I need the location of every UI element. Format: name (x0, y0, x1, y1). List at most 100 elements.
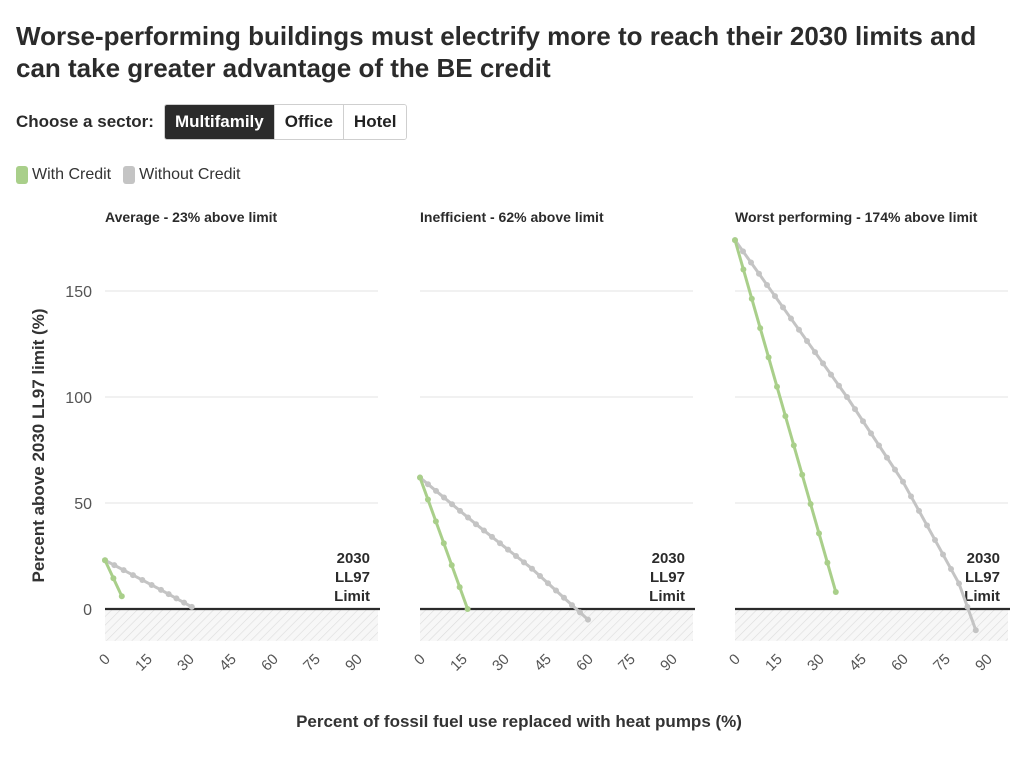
data-point-without-credit (804, 337, 810, 344)
limit-label-line: LL97 (335, 569, 370, 586)
data-point-without-credit (497, 540, 503, 547)
data-point-with-credit (757, 325, 764, 332)
limit-label-line: 2030 (337, 550, 370, 567)
data-point-without-credit (812, 349, 818, 356)
data-point-without-credit (181, 599, 188, 606)
legend-swatch-with-credit (16, 166, 28, 184)
x-tick-label: 30 (804, 651, 828, 675)
x-tick-label: 45 (846, 651, 870, 675)
chart-legend: With Credit Without Credit (16, 166, 253, 184)
data-point-without-credit (148, 581, 155, 588)
x-tick-label: 15 (132, 651, 156, 675)
x-tick-label: 75 (930, 651, 954, 675)
data-point-without-credit (876, 442, 882, 449)
data-point-without-credit (529, 565, 535, 572)
data-point-without-credit (796, 326, 802, 333)
data-point-without-credit (780, 304, 786, 311)
data-point-without-credit (884, 454, 890, 461)
data-point-without-credit (481, 527, 487, 534)
data-point-without-credit (561, 594, 567, 601)
x-tick-label: 60 (573, 651, 597, 675)
x-tick-label: 0 (96, 651, 114, 669)
data-point-without-credit (932, 536, 938, 543)
data-point-without-credit (577, 609, 583, 616)
data-point-without-credit (756, 270, 762, 277)
x-tick-label: 75 (300, 651, 324, 675)
limit-label-line: LL97 (965, 569, 1000, 586)
data-point-without-credit (473, 521, 479, 528)
legend-label-with-credit: With Credit (32, 166, 112, 183)
limit-label-line: Limit (964, 588, 1000, 605)
limit-label-line: 2030 (967, 550, 1000, 567)
x-axis-label: Percent of fossil fuel use replaced with… (296, 712, 742, 731)
x-tick-label: 30 (174, 651, 198, 675)
legend-item-without-credit[interactable]: Without Credit (123, 166, 241, 184)
legend-label-without-credit: Without Credit (139, 166, 241, 183)
data-point-without-credit (892, 466, 898, 473)
data-point-with-credit (732, 237, 738, 244)
data-point-without-credit (868, 430, 874, 437)
x-tick-label: 15 (762, 651, 786, 675)
y-axis-label: Percent above 2030 LL97 limit (%) (29, 309, 48, 583)
below-limit-region (735, 609, 1008, 641)
data-point-with-credit (832, 589, 839, 596)
legend-swatch-without-credit (123, 166, 136, 184)
panel-3: Worst performing - 174% above limit 2030 L… (726, 209, 1010, 675)
data-point-without-credit (457, 507, 463, 514)
x-tick-label: 90 (342, 651, 366, 675)
x-tick-label: 75 (615, 651, 639, 675)
data-point-without-credit (916, 507, 922, 514)
data-point-without-credit (173, 595, 180, 602)
data-point-with-credit (799, 471, 806, 478)
data-point-without-credit (948, 566, 954, 573)
data-point-with-credit (448, 562, 455, 569)
data-point-without-credit (860, 418, 866, 425)
data-point-with-credit (102, 557, 108, 564)
sector-option-hotel[interactable]: Hotel (342, 105, 407, 139)
x-tick-label: 0 (411, 651, 429, 669)
x-tick-label: 60 (258, 651, 282, 675)
data-point-without-credit (433, 487, 439, 494)
sector-option-office[interactable]: Office (273, 105, 343, 139)
data-point-with-credit (118, 593, 125, 600)
y-tick-label: 100 (65, 390, 92, 407)
data-point-without-credit (820, 360, 826, 367)
data-point-without-credit (940, 551, 946, 558)
data-point-with-credit (816, 530, 822, 537)
data-point-without-credit (165, 591, 172, 598)
data-point-without-credit (120, 567, 127, 574)
chart-title: Worse-performing buildings must electrif… (16, 21, 977, 83)
x-tick-label: 15 (447, 651, 471, 675)
data-point-without-credit (139, 577, 146, 584)
x-tick-label: 45 (216, 651, 240, 675)
data-point-without-credit (764, 281, 770, 288)
data-point-without-credit (972, 627, 979, 634)
panel-title: Average - 23% above limit (105, 209, 278, 225)
data-point-without-credit (852, 406, 858, 413)
y-tick-label: 0 (83, 602, 92, 619)
limit-label-line: LL97 (650, 569, 685, 586)
data-point-without-credit (772, 293, 778, 300)
data-point-without-credit (130, 572, 136, 579)
panel-2: Inefficient - 62% above limit 2030 LL97 Lim… (411, 209, 695, 675)
data-point-with-credit (740, 266, 747, 273)
y-tick-label: 50 (74, 496, 92, 513)
data-point-without-credit (740, 248, 746, 255)
x-tick-label: 60 (888, 651, 912, 675)
y-tick-label: 150 (65, 284, 92, 301)
data-point-with-credit (417, 474, 423, 481)
legend-item-with-credit[interactable]: With Credit (16, 166, 111, 184)
data-point-without-credit (964, 603, 971, 610)
data-point-with-credit (807, 501, 814, 508)
x-tick-label: 90 (657, 651, 681, 675)
data-point-with-credit (456, 584, 463, 591)
data-point-with-credit (424, 496, 431, 503)
data-point-with-credit (432, 518, 439, 525)
limit-label-line: 2030 (652, 550, 685, 567)
panel-title: Worst performing - 174% above limit (735, 209, 978, 225)
data-point-without-credit (748, 259, 754, 266)
data-point-without-credit (505, 546, 511, 553)
data-point-with-credit (782, 413, 789, 420)
sector-option-multifamily[interactable]: Multifamily (164, 105, 274, 139)
